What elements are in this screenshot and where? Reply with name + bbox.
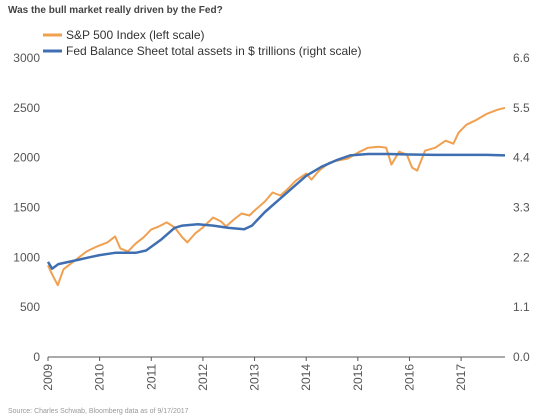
y-left-tick-label: 1500 [13, 201, 40, 215]
right-axis-ticks: 0.0 1.1 2.2 3.3 4.4 5.5 6.6 [513, 51, 530, 364]
x-tick-label: 2013 [248, 364, 262, 391]
legend-label-sp500: S&P 500 Index (left scale) [66, 28, 205, 42]
series-line-fed-balance-sheet [46, 152, 506, 270]
y-right-tick-label: 5.5 [513, 101, 530, 115]
series-line-sp500 [47, 106, 506, 287]
y-right-tick-label: 4.4 [513, 151, 530, 165]
left-axis-ticks: 0 500 1000 1500 2000 2500 3000 [13, 51, 40, 364]
chart-title: Was the bull market really driven by the… [8, 5, 223, 16]
x-tick-label: 2012 [196, 364, 210, 391]
y-left-tick-label: 2000 [13, 151, 40, 165]
y-right-tick-label: 0.0 [513, 350, 530, 364]
y-left-tick-label: 2500 [13, 101, 40, 115]
legend-label-fed: Fed Balance Sheet total assets in $ tril… [66, 44, 361, 58]
x-tick-label: 2014 [299, 364, 313, 391]
x-tick-label: 2015 [351, 364, 365, 391]
source-note: Source: Charles Schwab, Bloomberg data a… [8, 408, 189, 415]
y-left-tick-label: 3000 [13, 51, 40, 65]
legend: S&P 500 Index (left scale) Fed Balance S… [43, 28, 361, 58]
y-left-tick-label: 500 [20, 300, 40, 314]
x-tick-label: 2017 [454, 364, 468, 391]
y-left-tick-label: 1000 [13, 250, 40, 264]
y-right-tick-label: 2.2 [513, 250, 530, 264]
y-right-tick-label: 6.6 [513, 51, 530, 65]
y-right-tick-label: 3.3 [513, 201, 530, 215]
x-tick-label: 2011 [144, 364, 158, 390]
x-tick-label: 2009 [41, 364, 55, 391]
x-tick-label: 2010 [93, 364, 107, 391]
y-left-tick-label: 0 [33, 350, 40, 364]
series-layer [46, 106, 506, 287]
x-tick-label: 2016 [402, 364, 416, 391]
x-axis-ticks: 2009 2010 2011 2012 2013 2014 2015 2016 2017 [41, 357, 468, 391]
y-right-tick-label: 1.1 [513, 300, 530, 314]
